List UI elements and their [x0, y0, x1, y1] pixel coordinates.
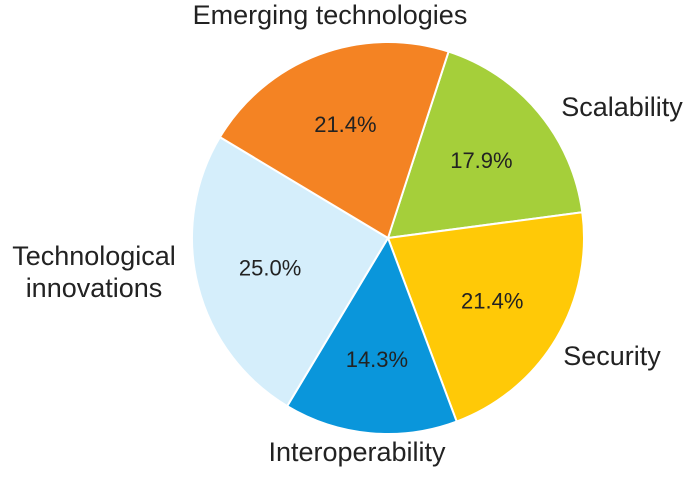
pct-label-interoperability: 14.3% [346, 347, 408, 372]
slice-security [387, 211, 585, 423]
category-label-emerging-technologies: Emerging technologies [193, 0, 468, 30]
pie-slices [191, 41, 585, 435]
slice-scalability [387, 50, 584, 239]
category-label-technological-innovations: Technological innovations [12, 241, 176, 303]
category-labels: Scalability Security Interoperability Techn… [12, 0, 683, 467]
pct-label-technological-innovations: 25.0% [239, 256, 301, 281]
category-label-security: Security [563, 341, 661, 371]
slice-interoperability [286, 237, 458, 435]
pct-label-scalability: 17.9% [450, 148, 512, 173]
category-label-interoperability: Interoperability [268, 437, 446, 467]
slice-technological-innovations [191, 136, 389, 408]
pct-label-emerging-technologies: 21.4% [314, 112, 376, 137]
slice-emerging-technologies [218, 41, 450, 239]
category-label-scalability: Scalability [561, 92, 683, 122]
percentage-labels: 17.9% 21.4% 14.3% 25.0% 21.4% [239, 112, 523, 372]
pct-label-security: 21.4% [461, 289, 523, 314]
